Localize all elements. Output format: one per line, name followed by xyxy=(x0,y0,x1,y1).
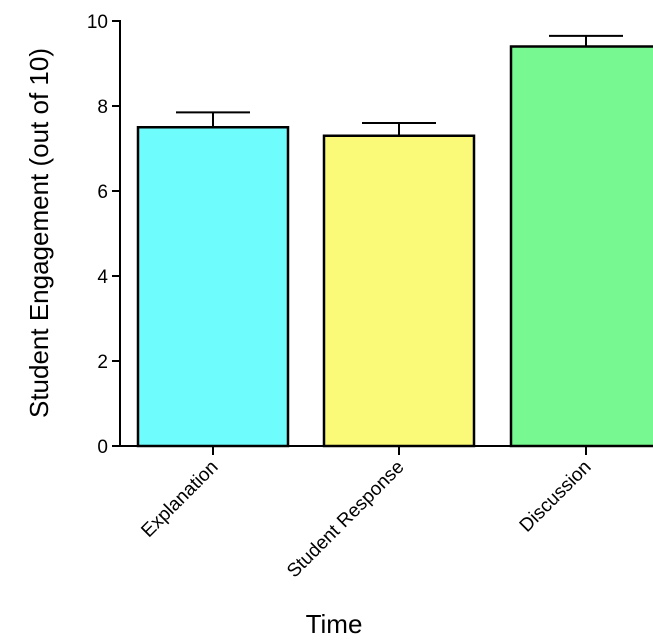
y-axis-title: Student Engagement (out of 10) xyxy=(24,48,54,418)
y-tick-label: 8 xyxy=(97,97,108,118)
error-bars-layer xyxy=(176,34,623,136)
y-tick-label: 0 xyxy=(97,437,108,458)
x-axis-title: Time xyxy=(306,609,363,639)
y-tick-label: 10 xyxy=(87,12,108,33)
x-category-label: Explanation xyxy=(137,457,222,542)
y-tick-label: 4 xyxy=(97,267,108,288)
y-axis-ticks: 0 2 4 6 8 10 xyxy=(87,12,120,458)
bar xyxy=(322,134,476,448)
y-tick-label: 6 xyxy=(97,182,108,203)
bar xyxy=(136,126,290,448)
x-axis-ticks: Explanation Student Response Discussion xyxy=(137,446,596,582)
x-category-label: Discussion xyxy=(516,457,596,537)
bars-layer xyxy=(136,45,653,448)
bar xyxy=(509,45,653,448)
y-tick-label: 2 xyxy=(97,352,108,373)
x-category-label: Student Response xyxy=(283,457,408,582)
